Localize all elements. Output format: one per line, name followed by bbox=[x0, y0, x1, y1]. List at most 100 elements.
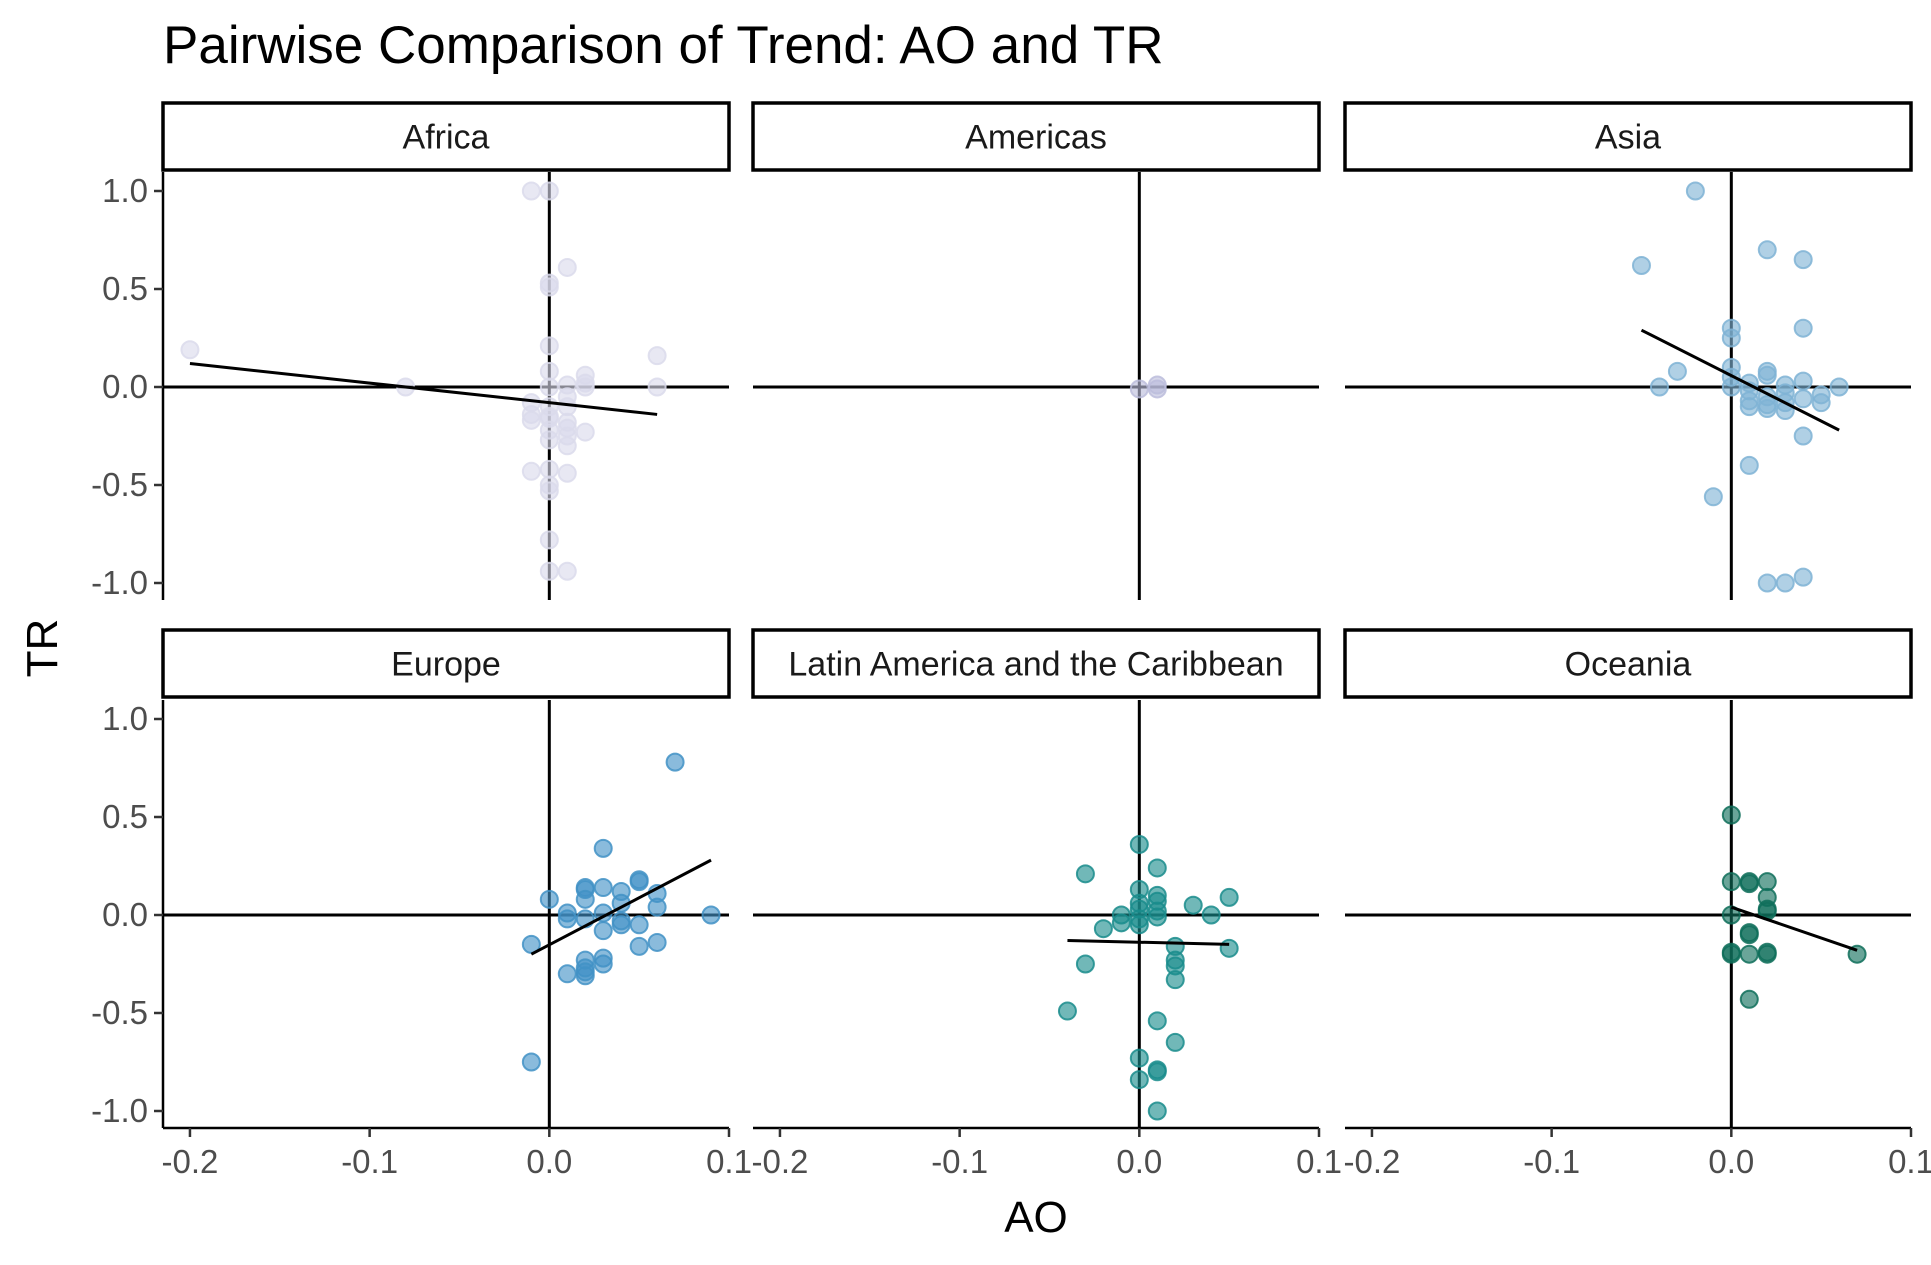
facet-label-asia: Asia bbox=[1595, 119, 1661, 157]
data-point bbox=[1721, 942, 1741, 962]
data-point bbox=[1093, 919, 1113, 939]
data-point bbox=[1739, 455, 1759, 475]
data-point bbox=[557, 463, 577, 483]
x-tick-label: 0.0 bbox=[1708, 1143, 1754, 1180]
y-tick-label: 0.0 bbox=[102, 896, 148, 933]
data-point bbox=[647, 897, 667, 917]
trend-line-latin-america-and-the-caribbean bbox=[1067, 938, 1230, 946]
data-point bbox=[1057, 1001, 1077, 1021]
trend-line-africa bbox=[189, 361, 658, 416]
facet-panel-oceania: Oceania -0.2 -0.1 0.0 0.1 bbox=[1343, 628, 1931, 1180]
y-tick-label: -1.0 bbox=[91, 564, 148, 601]
facet-strip-oceania bbox=[1343, 628, 1913, 699]
data-point bbox=[1219, 887, 1239, 907]
data-point bbox=[593, 878, 613, 898]
data-point bbox=[557, 964, 577, 984]
data-point bbox=[1147, 379, 1167, 399]
data-point bbox=[1793, 371, 1813, 391]
trend-line-europe bbox=[530, 858, 712, 956]
data-point bbox=[539, 889, 559, 909]
data-point bbox=[539, 481, 559, 501]
data-point bbox=[575, 966, 595, 986]
data-point bbox=[521, 410, 541, 430]
data-point bbox=[1147, 1101, 1167, 1121]
data-point bbox=[1667, 361, 1687, 381]
facet-strip-asia bbox=[1343, 101, 1913, 172]
x-tick-label: -0.2 bbox=[1344, 1143, 1401, 1180]
facet-strip-latin-america-and-the-caribbean bbox=[751, 628, 1321, 699]
facet-panel-europe: Europe 1.0 0.5 0.0 -0.5 -1.0 -0.2 -0.1 0.0 0.1 bbox=[91, 628, 752, 1180]
data-point bbox=[1075, 954, 1095, 974]
data-point bbox=[647, 346, 667, 366]
data-point bbox=[1165, 1032, 1185, 1052]
data-point bbox=[629, 936, 649, 956]
data-point bbox=[1075, 864, 1095, 884]
data-point bbox=[1147, 1011, 1167, 1031]
facet-panel-asia: Asia bbox=[1343, 101, 1913, 600]
data-point bbox=[1757, 573, 1777, 593]
data-point bbox=[539, 561, 559, 581]
y-tick-label: -0.5 bbox=[91, 466, 148, 503]
data-point bbox=[1183, 895, 1203, 915]
x-tick-label: 0.1 bbox=[1296, 1143, 1342, 1180]
data-point bbox=[180, 340, 200, 360]
data-point bbox=[1739, 874, 1759, 894]
x-tick-label: -0.2 bbox=[752, 1143, 809, 1180]
data-point bbox=[1793, 318, 1813, 338]
data-point bbox=[629, 872, 649, 892]
x-axis-title: AO bbox=[1004, 1193, 1068, 1242]
data-point bbox=[1757, 872, 1777, 892]
data-point bbox=[1757, 365, 1777, 385]
data-point bbox=[629, 915, 649, 935]
data-point bbox=[539, 361, 559, 381]
data-point bbox=[1793, 426, 1813, 446]
facet-panels: Africa 1.0 0.5 0.0 -0.5 -1.0 Americas Asia Europ… bbox=[91, 101, 1931, 1180]
facet-label-oceania: Oceania bbox=[1565, 646, 1692, 684]
chart-title: Pairwise Comparison of Trend: AO and TR bbox=[163, 16, 1164, 75]
data-point bbox=[1147, 1062, 1167, 1082]
data-point bbox=[1721, 328, 1741, 348]
data-point bbox=[539, 530, 559, 550]
data-point bbox=[1793, 567, 1813, 587]
data-point bbox=[665, 752, 685, 772]
data-point bbox=[701, 905, 721, 925]
trend-line-asia bbox=[1640, 328, 1840, 432]
y-tick-label: -0.5 bbox=[91, 994, 148, 1031]
data-point bbox=[539, 377, 559, 397]
y-axis-title: TR bbox=[18, 619, 67, 678]
y-tick-label: 1.0 bbox=[102, 172, 148, 209]
data-point bbox=[1721, 872, 1741, 892]
data-point bbox=[1631, 255, 1651, 275]
data-point bbox=[647, 377, 667, 397]
data-point bbox=[1165, 970, 1185, 990]
data-point bbox=[1147, 907, 1167, 927]
data-point bbox=[1685, 181, 1705, 201]
x-tick-label: 0.0 bbox=[526, 1143, 572, 1180]
data-point bbox=[1721, 905, 1741, 925]
facet-panel-africa: Africa 1.0 0.5 0.0 -0.5 -1.0 bbox=[91, 101, 731, 601]
data-point bbox=[539, 336, 559, 356]
y-tick-label: 0.0 bbox=[102, 368, 148, 405]
facet-strip-africa bbox=[161, 101, 731, 172]
y-tick-label: 0.5 bbox=[102, 270, 148, 307]
data-point bbox=[539, 277, 559, 297]
data-point bbox=[521, 1052, 541, 1072]
data-point bbox=[1129, 1070, 1149, 1090]
data-point bbox=[593, 954, 613, 974]
x-tick-label: 0.1 bbox=[706, 1143, 752, 1180]
x-tick-label: -0.1 bbox=[931, 1143, 988, 1180]
data-point bbox=[539, 459, 559, 479]
data-point bbox=[1649, 377, 1669, 397]
data-point bbox=[1739, 923, 1759, 943]
facet-label-europe: Europe bbox=[391, 646, 501, 684]
data-point bbox=[647, 932, 667, 952]
data-point bbox=[1721, 805, 1741, 825]
data-point bbox=[1129, 834, 1149, 854]
trend-line-oceania bbox=[1730, 905, 1858, 952]
data-point bbox=[1757, 942, 1777, 962]
data-point bbox=[575, 422, 595, 442]
x-tick-label: 0.1 bbox=[1888, 1143, 1931, 1180]
facet-panel-americas: Americas bbox=[751, 101, 1321, 600]
data-point bbox=[557, 561, 577, 581]
